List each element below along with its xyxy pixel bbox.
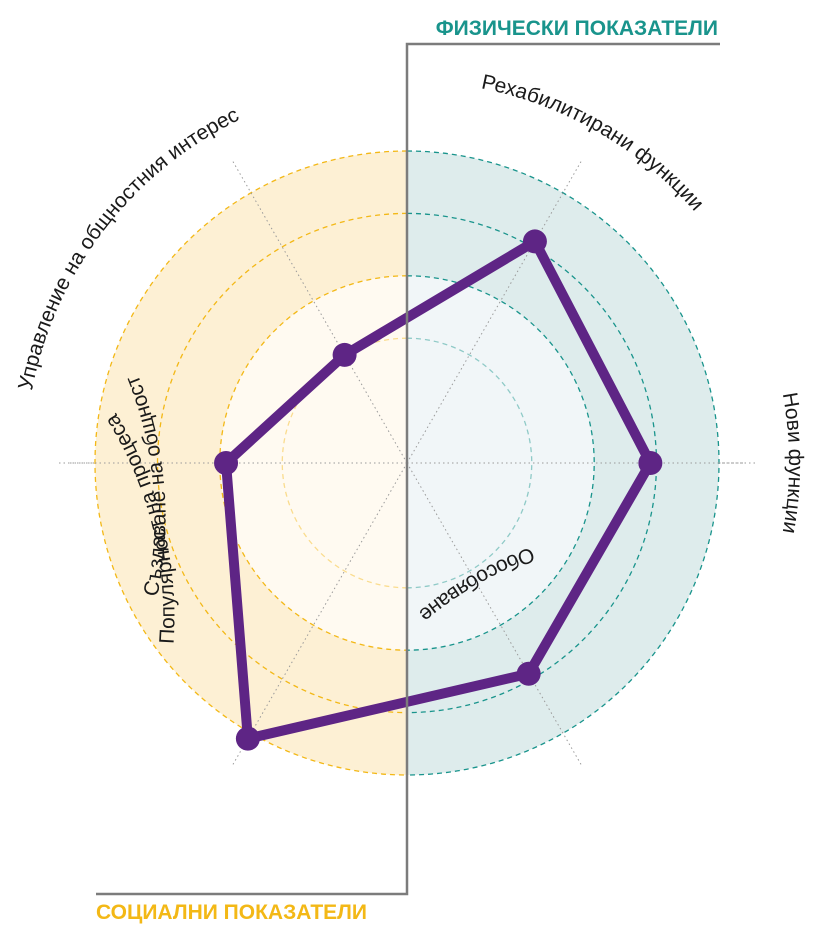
social-group-header: СОЦИАЛНИ ПОКАЗАТЕЛИ	[96, 901, 367, 924]
data-point	[638, 451, 663, 475]
grid-ring-left	[156, 212, 408, 714]
data-point	[214, 451, 239, 475]
data-point	[332, 342, 357, 367]
axis-label-new-functions: Нови функции	[778, 391, 807, 536]
data-point	[516, 661, 541, 686]
physical-group-header: ФИЗИЧЕСКИ ПОКАЗАТЕЛИ	[436, 17, 718, 40]
group-divider-line	[96, 42, 720, 896]
group-divider	[96, 42, 720, 896]
data-point	[235, 726, 260, 751]
series-layer	[214, 229, 663, 751]
physical-inner-fill	[407, 275, 595, 651]
data-point	[522, 229, 547, 254]
grid-ring-right	[406, 275, 595, 651]
grid-ring-left	[219, 275, 408, 651]
social-inner-fill	[219, 275, 407, 651]
background-halves	[95, 151, 719, 775]
